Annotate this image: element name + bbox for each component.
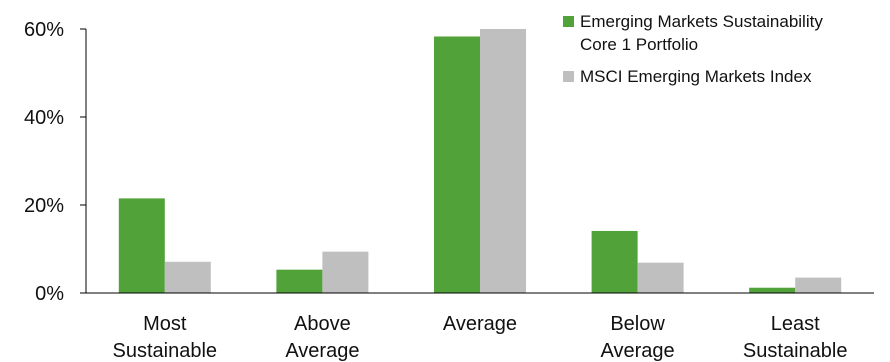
x-category-label: Average <box>443 313 517 335</box>
bar-series-2-cat-4 <box>637 262 684 293</box>
y-tick-label: 0% <box>35 283 64 305</box>
bar-series-1-cat-5 <box>749 287 796 293</box>
legend-label-1: Core 1 Portfolio <box>580 35 698 54</box>
bar-series-2-cat-5 <box>795 277 842 293</box>
x-category-label: Least <box>771 313 820 335</box>
legend-swatch-2 <box>563 71 574 82</box>
y-axis: 0% 20% 40% 60% <box>24 19 87 305</box>
x-category-label: Average <box>601 340 675 362</box>
legend-swatch-1 <box>563 16 574 27</box>
bar-series-2-cat-2 <box>322 251 369 293</box>
legend: Emerging Markets Sustainability Core 1 Po… <box>563 12 823 86</box>
bar-series-1-cat-3 <box>434 36 480 293</box>
y-tick-label: 20% <box>24 195 64 217</box>
bars <box>118 29 842 293</box>
x-category-label: Above <box>294 313 351 335</box>
legend-label-2: MSCI Emerging Markets Index <box>580 67 812 86</box>
x-axis: Most Sustainable Above Average Average Below A… <box>86 292 874 362</box>
bar-series-2-cat-1 <box>164 261 211 293</box>
legend-label-1: Emerging Markets Sustainability <box>580 12 823 31</box>
bar-series-1-cat-1 <box>118 198 165 293</box>
y-tick-label: 40% <box>24 107 64 129</box>
x-category-label: Average <box>285 340 359 362</box>
x-category-label: Sustainable <box>743 340 848 362</box>
bar-series-1-cat-4 <box>591 230 638 293</box>
x-category-label: Sustainable <box>113 340 218 362</box>
bar-series-2-cat-3 <box>480 29 526 293</box>
y-tick-label: 60% <box>24 19 64 41</box>
x-category-label: Most <box>143 313 187 335</box>
bar-series-1-cat-2 <box>276 269 323 293</box>
x-category-label: Below <box>610 313 665 335</box>
